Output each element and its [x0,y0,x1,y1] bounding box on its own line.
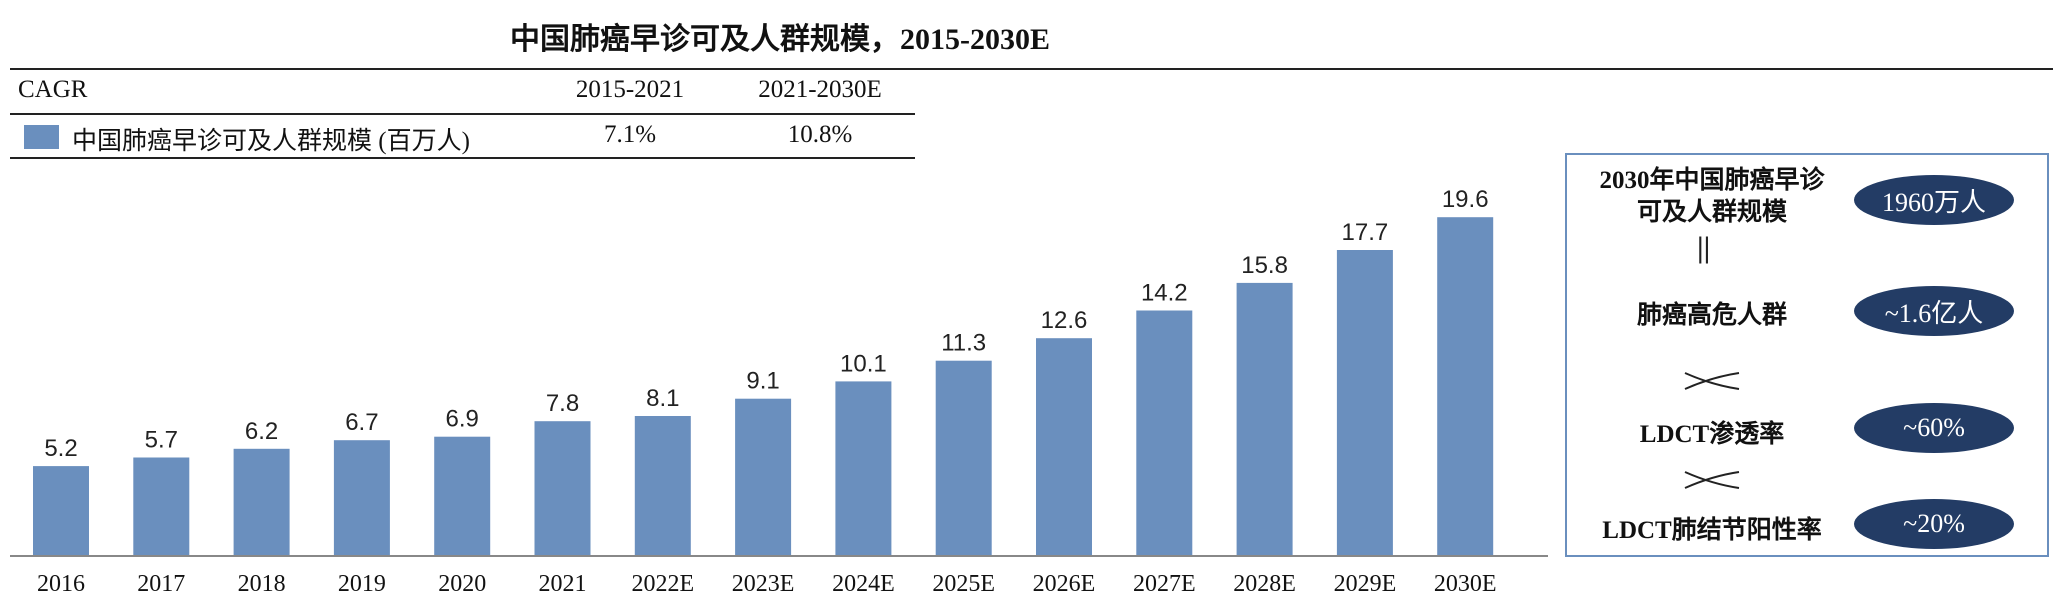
data-label-2021: 7.8 [546,390,579,417]
cagr-header-label: CAGR [18,76,88,103]
x-tick-label-2027E: 2027E [1133,571,1196,597]
bar-2020 [434,436,491,556]
data-label-2022E: 8.1 [646,385,679,412]
side-label-target-size: 2030年中国肺癌早诊 可及人群规模 [1567,165,1857,229]
x-tick-label-2018: 2018 [238,571,286,597]
x-tick-label-2016: 2016 [37,571,85,597]
data-label-2017: 5.7 [145,427,178,454]
data-label-2029E: 17.7 [1342,219,1389,246]
x-tick-label-2023E: 2023E [732,571,795,597]
bar-chart: 5.2 2016 5.7 2017 6.2 2018 6.7 2019 6.9 2020 7.8 20… [10,186,1548,597]
data-label-2026E: 12.6 [1041,307,1088,334]
x-tick-label-2024E: 2024E [832,571,895,597]
chart-title: 中国肺癌早诊可及人群规模，2015-2030E [510,23,1050,56]
bar-2029E [1336,250,1393,556]
bar-2018 [233,448,290,556]
x-tick-label-2026E: 2026E [1033,571,1096,597]
pill-ldct-penetration: ~60% [1854,403,2014,453]
bar-2019 [333,440,390,556]
x-tick-label-2025E: 2025E [932,571,995,597]
legend-swatch [24,125,59,149]
data-label-2024E: 10.1 [840,350,887,377]
pill-target-size: 1960万人 [1854,175,2014,225]
data-label-2027E: 14.2 [1141,280,1188,307]
data-label-2018: 6.2 [245,418,278,445]
bar-2017 [133,457,190,556]
cagr-value-period-1: 7.1% [603,121,657,148]
x-tick-label-2022E: 2022E [631,571,694,597]
side-label-nodule-positive: LDCT肺结节阳性率 [1602,517,1822,544]
x-tick-label-2029E: 2029E [1334,571,1397,597]
x-tick-label-2030E: 2030E [1434,571,1497,597]
cagr-header-period-1: 2015-2021 [575,76,685,103]
x-tick-label-2020: 2020 [438,571,486,597]
x-tick-label-2017: 2017 [137,571,185,597]
data-label-2025E: 11.3 [941,330,986,357]
bar-2021 [534,421,591,556]
bar-2026E [1036,338,1092,556]
side-label-ldct-penetration: LDCT渗透率 [1639,421,1785,448]
bar-2016 [33,466,89,556]
x-tick-label-2028E: 2028E [1233,571,1296,597]
legend-label: 中国肺癌早诊可及人群规模 (百万人) [72,128,470,155]
cagr-table-mid-rule [10,113,915,115]
pill-high-risk: ~1.6亿人 [1854,286,2014,336]
side-panel: 2030年中国肺癌早诊 可及人群规模 1960万人 || 肺癌高危人群 ~1.6… [1565,153,2049,557]
bar-2028E [1236,282,1293,556]
data-label-2030E: 19.6 [1442,186,1489,213]
bar-2027E [1136,310,1193,556]
bar-2023E [735,398,792,556]
cagr-header-period-2: 2021-2030E [758,76,882,103]
side-label-target-size-line1: 2030年中国肺癌早诊 [1599,167,1825,194]
side-label-target-size-line2: 可及人群规模 [1636,199,1787,226]
bar-2022E [634,416,691,556]
bar-2024E [835,381,892,556]
times-icon [1684,471,1740,489]
data-label-2028E: 15.8 [1241,252,1288,279]
x-tick-label-2021: 2021 [539,571,587,597]
x-tick-label-2019: 2019 [338,571,386,597]
cagr-value-period-2: 10.8% [787,121,853,148]
data-label-2016: 5.2 [44,435,77,462]
cagr-table-top-rule [10,68,2053,70]
bar-2025E [935,360,992,556]
data-label-2019: 6.7 [345,409,378,436]
cagr-table-bottom-rule [10,157,915,159]
bar-2030E [1437,217,1494,556]
pill-nodule-positive: ~20% [1854,499,2014,549]
side-label-high-risk: 肺癌高危人群 [1636,302,1787,329]
equals-symbol: || [1697,231,1711,264]
times-icon [1684,372,1740,390]
data-label-2020: 6.9 [446,406,479,433]
data-label-2023E: 9.1 [746,368,779,395]
